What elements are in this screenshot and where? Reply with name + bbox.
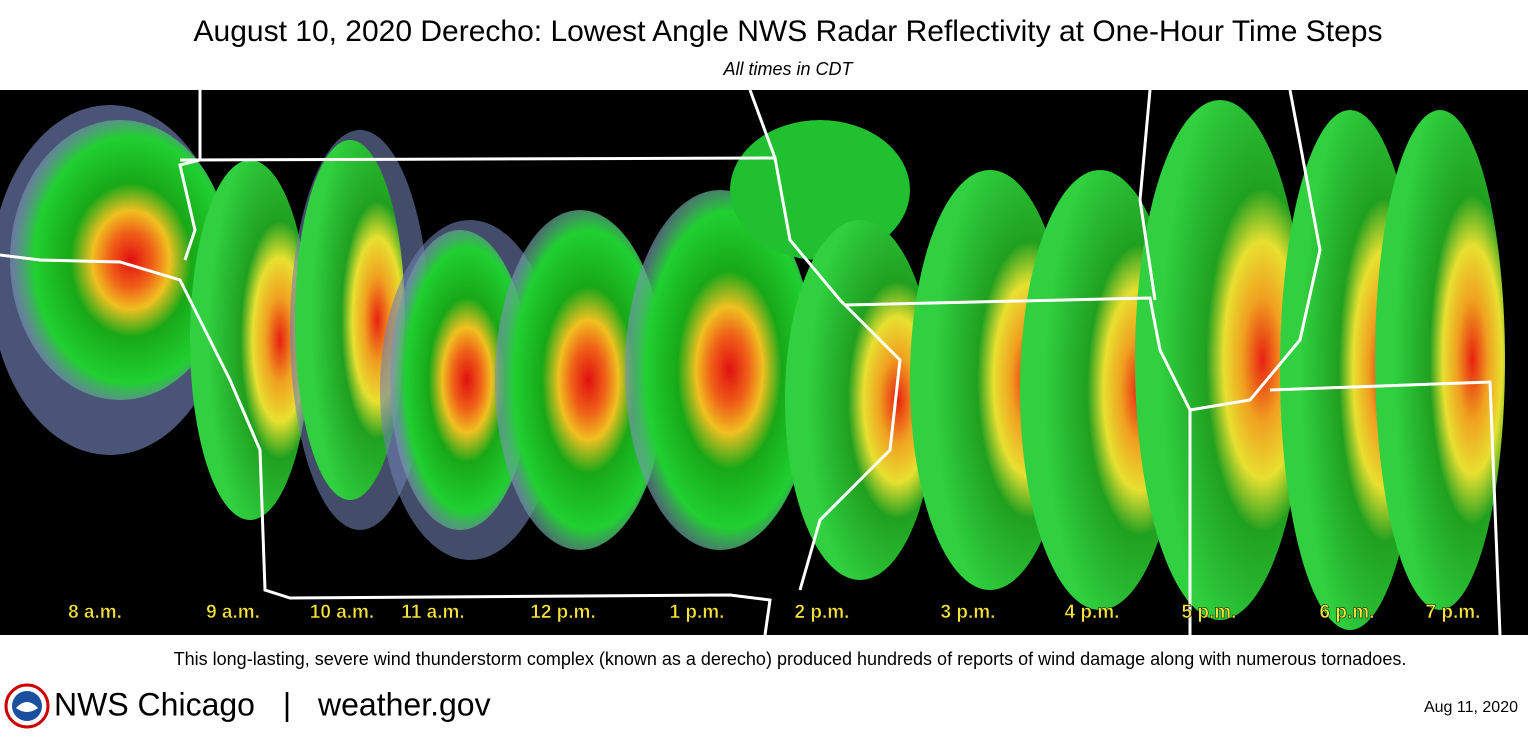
radar-echo — [1375, 110, 1505, 610]
time-label: 2 p.m. — [795, 602, 850, 623]
date: Aug 11, 2020 — [1424, 699, 1518, 716]
caption: This long-lasting, severe wind thunderst… — [174, 649, 1407, 669]
office-name: NWS Chicago — [54, 686, 255, 722]
time-label: 11 a.m. — [401, 602, 464, 623]
radar-echo — [785, 220, 935, 580]
time-label: 6 p.m. — [1320, 602, 1375, 623]
border — [1269, 380, 1502, 636]
time-label: 10 a.m. — [310, 602, 374, 623]
time-label: 4 p.m. — [1065, 602, 1120, 623]
time-label: 12 p.m. — [530, 602, 595, 623]
logo-cloud — [16, 702, 38, 712]
subtitle: All times in CDT — [722, 59, 854, 79]
border — [748, 89, 777, 159]
border — [1138, 89, 1157, 301]
time-labels: 8 a.m. 9 a.m. 10 a.m. 11 a.m. 12 p.m. 1 p.m. 2… — [68, 602, 1481, 624]
radar-map — [0, 89, 1528, 636]
state-borders — [0, 89, 1502, 636]
radar-echo — [1135, 100, 1305, 620]
border — [844, 296, 1192, 635]
border — [179, 156, 902, 591]
nws-logo — [4, 683, 50, 729]
border — [1189, 89, 1322, 412]
website: weather.gov — [317, 686, 491, 722]
border — [0, 253, 772, 636]
radar-echo — [295, 140, 405, 500]
radar-echo — [190, 160, 310, 520]
radar-echo — [625, 190, 815, 550]
border — [178, 90, 202, 261]
radar-echo — [10, 120, 230, 400]
time-label: 1 p.m. — [670, 602, 725, 623]
radar-echo — [390, 230, 530, 530]
time-label: 8 a.m. — [68, 602, 122, 623]
time-label: 9 a.m. — [206, 602, 260, 623]
separator: | — [283, 686, 291, 722]
time-label: 3 p.m. — [941, 602, 996, 623]
time-label: 5 p.m. — [1182, 602, 1237, 623]
radar-echo — [495, 210, 665, 550]
title: August 10, 2020 Derecho: Lowest Angle NW… — [194, 15, 1383, 48]
time-label: 7 p.m. — [1426, 602, 1481, 623]
